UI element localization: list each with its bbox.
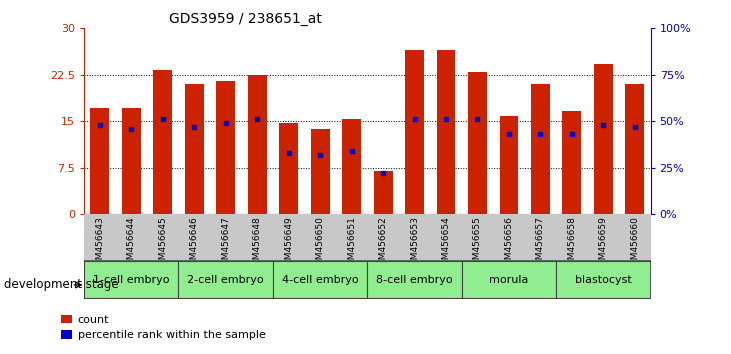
Text: GSM456647: GSM456647 bbox=[221, 216, 230, 271]
Bar bbox=[248, 75, 267, 214]
Text: GSM456656: GSM456656 bbox=[504, 216, 513, 272]
Bar bbox=[499, 116, 518, 214]
Bar bbox=[594, 64, 613, 214]
Bar bbox=[531, 84, 550, 214]
Text: GSM456655: GSM456655 bbox=[473, 216, 482, 272]
Text: GSM456649: GSM456649 bbox=[284, 216, 293, 271]
Bar bbox=[626, 84, 644, 214]
Bar bbox=[273, 261, 368, 298]
Text: GSM456654: GSM456654 bbox=[442, 216, 450, 271]
Bar bbox=[178, 261, 273, 298]
Bar bbox=[185, 84, 204, 214]
Bar bbox=[468, 72, 487, 214]
Text: GSM456658: GSM456658 bbox=[567, 216, 577, 272]
Text: morula: morula bbox=[489, 275, 529, 285]
Text: GSM456646: GSM456646 bbox=[190, 216, 199, 271]
Text: GSM456651: GSM456651 bbox=[347, 216, 356, 272]
Bar bbox=[368, 261, 462, 298]
Bar bbox=[462, 261, 556, 298]
Text: development stage: development stage bbox=[4, 279, 118, 291]
Text: GSM456659: GSM456659 bbox=[599, 216, 608, 272]
Text: 4-cell embryo: 4-cell embryo bbox=[282, 275, 358, 285]
Text: GDS3959 / 238651_at: GDS3959 / 238651_at bbox=[169, 12, 322, 26]
Bar bbox=[405, 50, 424, 214]
Bar bbox=[84, 261, 178, 298]
Text: GSM456657: GSM456657 bbox=[536, 216, 545, 272]
Bar bbox=[562, 111, 581, 214]
Text: GSM456650: GSM456650 bbox=[316, 216, 325, 272]
Bar bbox=[556, 261, 651, 298]
Bar bbox=[374, 171, 393, 214]
Text: blastocyst: blastocyst bbox=[575, 275, 632, 285]
Bar bbox=[342, 119, 361, 214]
Text: GSM456652: GSM456652 bbox=[379, 216, 387, 271]
Text: GSM456660: GSM456660 bbox=[630, 216, 640, 272]
Text: 1-cell embryo: 1-cell embryo bbox=[93, 275, 170, 285]
Bar bbox=[91, 108, 109, 214]
Legend: count, percentile rank within the sample: count, percentile rank within the sample bbox=[57, 310, 270, 345]
Bar bbox=[216, 81, 235, 214]
Text: GSM456644: GSM456644 bbox=[126, 216, 136, 271]
Text: 2-cell embryo: 2-cell embryo bbox=[187, 275, 264, 285]
Bar bbox=[279, 123, 298, 214]
Text: GSM456643: GSM456643 bbox=[95, 216, 105, 271]
Text: GSM456653: GSM456653 bbox=[410, 216, 419, 272]
Bar bbox=[436, 50, 455, 214]
Bar bbox=[122, 108, 140, 214]
Text: 8-cell embryo: 8-cell embryo bbox=[376, 275, 452, 285]
Bar bbox=[311, 129, 330, 214]
Bar bbox=[154, 70, 173, 214]
Text: GSM456645: GSM456645 bbox=[158, 216, 167, 271]
Text: GSM456648: GSM456648 bbox=[253, 216, 262, 271]
